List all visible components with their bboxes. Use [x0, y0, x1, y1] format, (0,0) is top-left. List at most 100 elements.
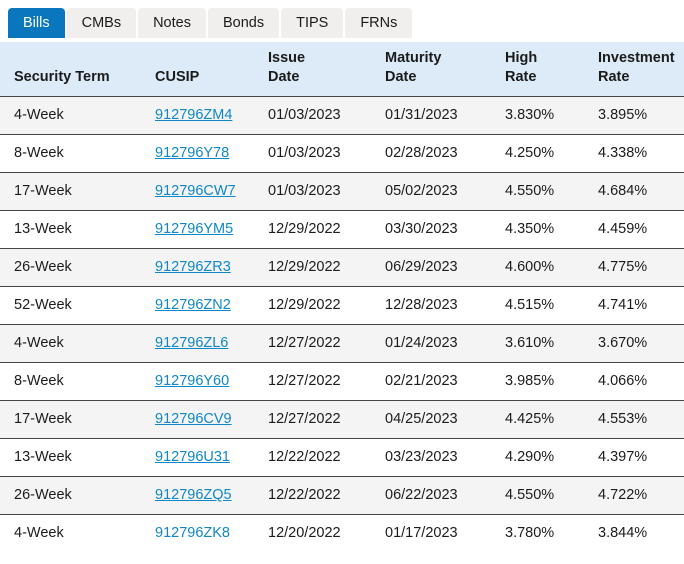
- cell-investment-rate: 4.338%: [584, 134, 684, 173]
- cusip-link[interactable]: 912796YM5: [155, 221, 234, 237]
- cell-security-term: 17-Week: [0, 400, 141, 439]
- cell-high-rate: 4.425%: [491, 400, 584, 439]
- cell-issue-date: 12/27/2022: [254, 362, 371, 401]
- cell-security-term: 13-Week: [0, 438, 141, 477]
- column-header-investment-rate: Investment Rate: [584, 42, 684, 97]
- cusip-link[interactable]: 912796Y78: [155, 145, 230, 161]
- cusip-link[interactable]: 912796CW7: [155, 183, 236, 199]
- cusip-link[interactable]: 912796ZR3: [155, 259, 231, 275]
- cell-cusip: 912796Y60: [141, 362, 254, 401]
- cell-security-term: 4-Week: [0, 324, 141, 363]
- cell-security-term: 26-Week: [0, 476, 141, 515]
- cell-security-term: 17-Week: [0, 172, 141, 211]
- cusip-link[interactable]: 912796ZK8: [155, 525, 230, 542]
- cell-cusip: 912796CW7: [141, 172, 254, 211]
- tab-cmbs[interactable]: CMBs: [66, 8, 137, 38]
- cell-investment-rate: 4.397%: [584, 438, 684, 477]
- tab-bar: Bills CMBs Notes Bonds TIPS FRNs: [0, 8, 684, 38]
- cell-maturity-date: 02/21/2023: [371, 362, 491, 401]
- cusip-link[interactable]: 912796ZM4: [155, 107, 233, 123]
- cell-high-rate: 3.830%: [491, 96, 584, 135]
- tab-tips[interactable]: TIPS: [281, 8, 344, 38]
- cell-high-rate: 3.780%: [505, 525, 555, 542]
- cell-investment-rate: 4.775%: [584, 248, 684, 287]
- cell-high-rate: 4.550%: [491, 172, 584, 211]
- cell-cusip: 912796YM5: [141, 210, 254, 249]
- cell-maturity-date: 02/28/2023: [371, 134, 491, 173]
- cell-issue-date: 12/27/2022: [254, 324, 371, 363]
- table-header: Security Term CUSIP Issue Date Maturity Date H…: [0, 42, 684, 97]
- table-row: 26-Week 912796ZQ5 12/22/2022 06/22/2023 4.55…: [0, 476, 684, 515]
- tab-bills[interactable]: Bills: [8, 8, 65, 38]
- cell-high-rate: 3.610%: [491, 324, 584, 363]
- cusip-link[interactable]: 912796Y60: [155, 373, 230, 389]
- cell-maturity-date: 05/02/2023: [371, 172, 491, 211]
- cell-security-term: 52-Week: [0, 286, 141, 325]
- column-header-security-term: Security Term: [0, 42, 141, 97]
- table-row: 4-Week 912796ZL6 12/27/2022 01/24/2023 3.610…: [0, 324, 684, 363]
- cell-investment-rate: 4.684%: [584, 172, 684, 211]
- cell-cusip: 912796ZR3: [141, 248, 254, 287]
- cell-security-term: 8-Week: [0, 362, 141, 401]
- cell-maturity-date: 06/29/2023: [371, 248, 491, 287]
- table-row: 26-Week 912796ZR3 12/29/2022 06/29/2023 4.60…: [0, 248, 684, 287]
- cusip-link[interactable]: 912796ZN2: [155, 297, 231, 313]
- tab-bonds[interactable]: Bonds: [207, 8, 280, 38]
- tab-frns[interactable]: FRNs: [345, 8, 413, 38]
- cell-maturity-date: 03/23/2023: [371, 438, 491, 477]
- cell-investment-rate: 4.066%: [584, 362, 684, 401]
- cell-investment-rate: 4.741%: [584, 286, 684, 325]
- cell-cusip: 912796ZN2: [141, 286, 254, 325]
- table-row: 4-Week 912796ZK8 12/20/2022 01/17/2023 3.780…: [0, 514, 684, 552]
- cusip-link[interactable]: 912796ZL6: [155, 335, 229, 351]
- cell-maturity-date: 01/31/2023: [371, 96, 491, 135]
- cell-investment-rate: 4.553%: [584, 400, 684, 439]
- cell-maturity-date: 06/22/2023: [371, 476, 491, 515]
- auction-results-table: Security Term CUSIP Issue Date Maturity Date H…: [0, 42, 684, 552]
- column-header-maturity-date: Maturity Date: [371, 42, 491, 97]
- cell-maturity-date: 03/30/2023: [371, 210, 491, 249]
- cell-security-term: 8-Week: [0, 134, 141, 173]
- cell-cusip: 912796ZQ5: [141, 476, 254, 515]
- cell-issue-date: 12/29/2022: [254, 286, 371, 325]
- tab-notes[interactable]: Notes: [138, 8, 206, 38]
- cell-issue-date: 01/03/2023: [254, 96, 371, 135]
- cell-security-term: 13-Week: [0, 210, 141, 249]
- cell-maturity-date: 12/28/2023: [371, 286, 491, 325]
- cusip-link[interactable]: 912796ZQ5: [155, 487, 232, 503]
- cell-investment-rate: 3.670%: [584, 324, 684, 363]
- cell-high-rate: 4.600%: [491, 248, 584, 287]
- cell-cusip: 912796U31: [141, 438, 254, 477]
- table-row: 52-Week 912796ZN2 12/29/2022 12/28/2023 4.51…: [0, 286, 684, 325]
- cell-issue-date: 12/27/2022: [254, 400, 371, 439]
- cell-security-term: 4-Week: [14, 525, 64, 542]
- column-header-issue-date: Issue Date: [254, 42, 371, 97]
- cell-cusip: 912796ZL6: [141, 324, 254, 363]
- table-row: 8-Week 912796Y60 12/27/2022 02/21/2023 3.985…: [0, 362, 684, 401]
- cell-cusip: 912796CV9: [141, 400, 254, 439]
- table-row: 17-Week 912796CW7 01/03/2023 05/02/2023 4.55…: [0, 172, 684, 211]
- cell-cusip: 912796Y78: [141, 134, 254, 173]
- cell-issue-date: 01/03/2023: [254, 172, 371, 211]
- cell-investment-rate: 4.459%: [584, 210, 684, 249]
- cell-high-rate: 4.515%: [491, 286, 584, 325]
- column-header-cusip: CUSIP: [141, 42, 254, 97]
- cell-security-term: 26-Week: [0, 248, 141, 287]
- cell-issue-date: 12/20/2022: [268, 525, 341, 542]
- cell-maturity-date: 04/25/2023: [371, 400, 491, 439]
- cell-security-term: 4-Week: [0, 96, 141, 135]
- cell-maturity-date: 01/24/2023: [371, 324, 491, 363]
- cell-high-rate: 4.290%: [491, 438, 584, 477]
- cusip-link[interactable]: 912796CV9: [155, 411, 232, 427]
- table-row: 13-Week 912796U31 12/22/2022 03/23/2023 4.29…: [0, 438, 684, 477]
- cell-investment-rate: 4.722%: [584, 476, 684, 515]
- cusip-link[interactable]: 912796U31: [155, 449, 230, 465]
- cell-issue-date: 12/22/2022: [254, 438, 371, 477]
- table-row: 8-Week 912796Y78 01/03/2023 02/28/2023 4.250…: [0, 134, 684, 173]
- table-row: 4-Week 912796ZM4 01/03/2023 01/31/2023 3.830…: [0, 96, 684, 135]
- cell-issue-date: 01/03/2023: [254, 134, 371, 173]
- cell-investment-rate: 3.844%: [598, 525, 648, 542]
- cell-issue-date: 12/29/2022: [254, 248, 371, 287]
- table-row: 17-Week 912796CV9 12/27/2022 04/25/2023 4.42…: [0, 400, 684, 439]
- cell-cusip: 912796ZM4: [141, 96, 254, 135]
